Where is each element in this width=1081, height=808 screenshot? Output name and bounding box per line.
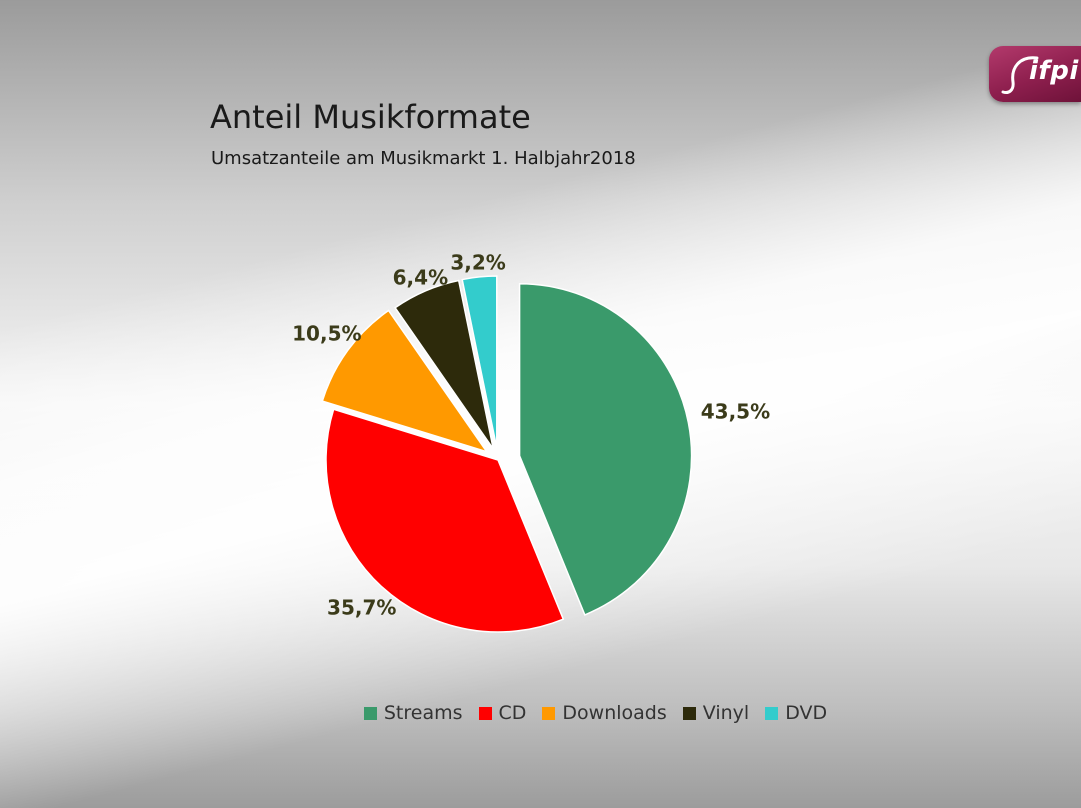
pie-slices: [321, 275, 693, 633]
legend-label: DVD: [785, 702, 828, 724]
legend-label: Vinyl: [702, 702, 750, 724]
logo-text: ifpi: [1029, 56, 1079, 86]
data-label-downloads: 10,5%: [292, 321, 361, 345]
data-label-vinyl: 6,4%: [393, 265, 448, 289]
legend-label: Streams: [383, 702, 463, 724]
logo-swoosh-icon: [1001, 56, 1039, 94]
legend-item-streams: Streams: [363, 702, 463, 724]
chart-subtitle: Umsatzanteile am Musikmarkt 1. Halbjahr2…: [211, 148, 636, 169]
pie-slice-dvd: [461, 275, 498, 449]
legend-item-dvd: DVD: [765, 702, 827, 724]
pie-labels: 43,5% 35,7% 10,5% 6,4%3,2%: [292, 251, 770, 620]
legend-label: CD: [498, 702, 527, 724]
pie-slice-streams: [518, 282, 693, 616]
legend-swatch: [765, 706, 779, 720]
legend-item-cd: CD: [478, 702, 527, 724]
data-label-dvd: 3,2%: [450, 251, 505, 275]
chart-title: Anteil Musikformate: [210, 98, 531, 136]
pie-slice-vinyl: [394, 279, 495, 450]
data-label-cd: 35,7%: [327, 596, 396, 620]
legend-label: Downloads: [562, 702, 667, 724]
pie-slice-cd: [325, 408, 565, 633]
ifpi-logo: ifpi: [989, 46, 1081, 102]
legend-swatch: [682, 706, 696, 720]
legend-item-vinyl: Vinyl: [682, 702, 750, 724]
pie-slice-downloads: [321, 309, 489, 454]
legend-swatch: [478, 706, 492, 720]
legend-swatch: [363, 706, 377, 720]
data-label-streams: 43,5%: [701, 400, 770, 424]
legend-swatch: [542, 706, 556, 720]
chart-legend: Streams CD Downloads Vinyl DVD: [0, 702, 1081, 724]
legend-item-downloads: Downloads: [542, 702, 667, 724]
